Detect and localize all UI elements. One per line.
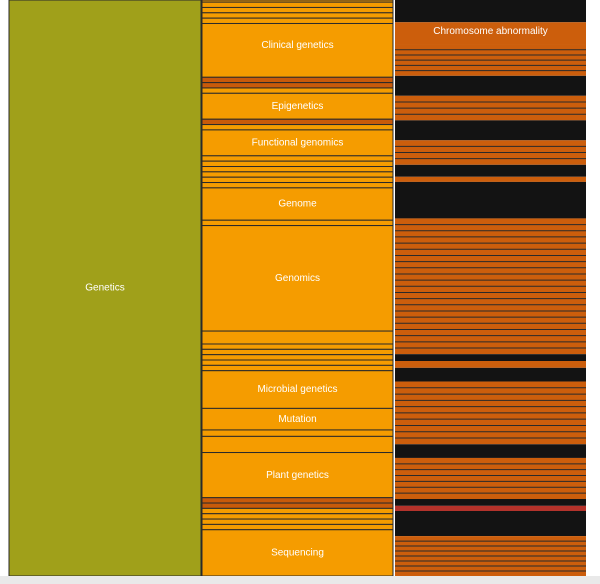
- level2-cell: [201, 370, 394, 409]
- level2-cell: [201, 225, 394, 332]
- level3-cell: [395, 367, 586, 382]
- level2-cell: [201, 502, 394, 509]
- level2-label: Clinical genetics: [261, 40, 333, 51]
- level2-cell: [201, 513, 394, 520]
- level2-cell: [201, 176, 394, 184]
- level2-label: Plant genetics: [266, 470, 329, 481]
- level1-cell: [8, 0, 202, 577]
- level2-label: Functional genomics: [252, 138, 344, 149]
- level2-label: Mutation: [278, 414, 316, 425]
- level3-cell: [395, 499, 586, 506]
- level2-cell: [201, 171, 394, 178]
- level2-label: Sequencing: [271, 548, 324, 559]
- level3-cell: [395, 176, 586, 182]
- level2-cell: [201, 129, 394, 157]
- level2-cell: [201, 359, 394, 366]
- level2-cell: [201, 124, 394, 131]
- level2-cell: [201, 82, 394, 89]
- level2-cell: [201, 155, 394, 162]
- level3-cell: [395, 22, 586, 45]
- level2-cell: [201, 22, 394, 78]
- bottom-strip: [0, 576, 600, 584]
- level2-cell: [201, 166, 394, 173]
- level2-cell: [201, 523, 394, 531]
- level2-cell: [201, 435, 394, 454]
- level2-label: Epigenetics: [272, 101, 324, 112]
- level3-cell: [395, 505, 586, 511]
- level2-cell: [201, 330, 394, 345]
- level2-cell: [201, 452, 394, 499]
- level2-cell: [201, 76, 394, 84]
- level2-cell: [201, 343, 394, 350]
- level3-cell: [395, 181, 586, 219]
- level2-cell: [201, 6, 394, 14]
- level3-cell: [395, 360, 586, 368]
- level2-cell: [201, 348, 394, 356]
- level3-cell: [395, 0, 586, 23]
- level3-cell: [395, 75, 586, 96]
- level2-cell: [201, 87, 394, 94]
- level3-cell: [395, 164, 586, 177]
- level2-cell: [201, 17, 394, 24]
- level3-cell: [395, 457, 586, 500]
- level2-cell: [201, 219, 394, 227]
- level3-label: Chromosome abnormality: [433, 26, 548, 37]
- level2-cell: [201, 187, 394, 221]
- level2-cell: [201, 518, 394, 525]
- level2-cell: [201, 529, 394, 577]
- level1-label: Genetics: [85, 283, 124, 294]
- level2-label: Microbial genetics: [257, 384, 337, 395]
- level2-cell: [201, 160, 394, 168]
- level2-label: Genomics: [275, 273, 320, 284]
- level3-cell: [395, 510, 586, 537]
- level2-cell: [201, 507, 394, 515]
- level3-cell: [395, 120, 586, 141]
- level2-cell: [201, 497, 394, 504]
- level2-cell: [201, 429, 394, 437]
- level2-cell: [201, 12, 394, 19]
- level2-cell: [201, 1, 394, 8]
- level2-label: Genome: [278, 199, 317, 210]
- level2-cell: [201, 182, 394, 189]
- level3-cell: [395, 444, 586, 458]
- level3-cell: [395, 354, 586, 361]
- level2-cell: [201, 118, 394, 126]
- level2-cell: [201, 354, 394, 361]
- level2-cell: [201, 364, 394, 372]
